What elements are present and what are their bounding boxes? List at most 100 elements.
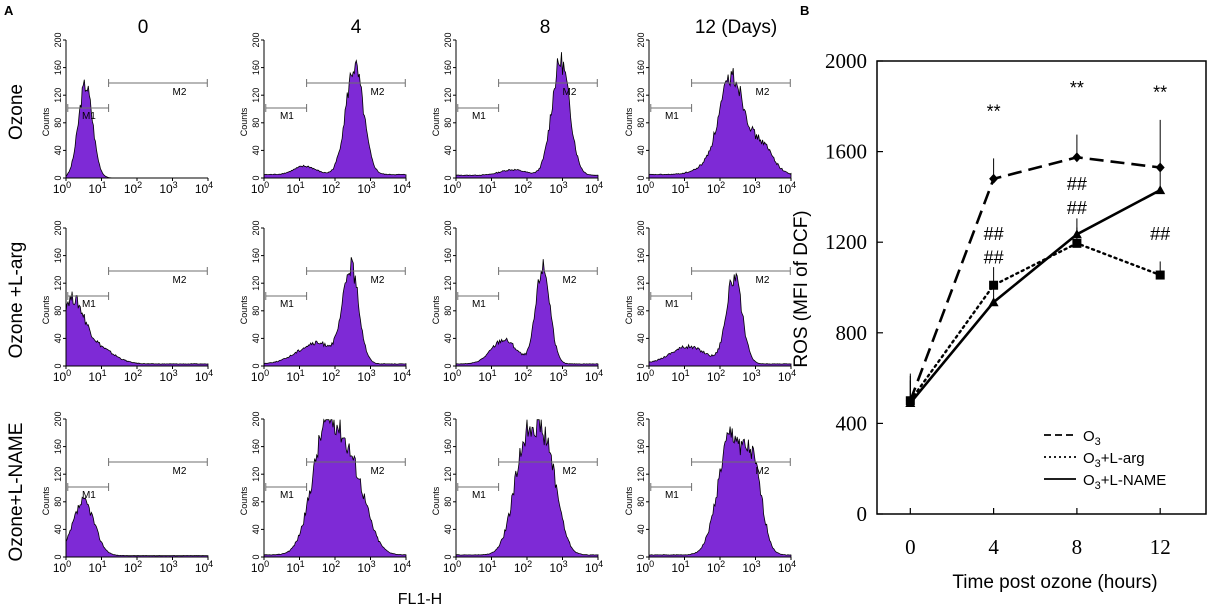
y-tick-label: 80 xyxy=(53,306,63,316)
gate-label-m2: M2 xyxy=(173,87,187,98)
y-tick-label: 40 xyxy=(443,145,453,155)
column-label-8: 8 xyxy=(540,17,551,38)
gate-markers: M1 M2 xyxy=(265,458,406,501)
y-tick-label: 0 xyxy=(251,363,261,368)
gate-label-m2: M2 xyxy=(173,466,187,477)
y-tick-label: 200 xyxy=(251,32,261,47)
histogram-area xyxy=(455,419,599,558)
gate-label-m1: M1 xyxy=(472,299,486,310)
y-tick-label: 0 xyxy=(53,175,63,180)
counts-label: Counts xyxy=(239,486,249,515)
y-tick-label: 200 xyxy=(443,220,453,235)
column-label-12-days: 12 (Days) xyxy=(695,17,777,38)
panel-a-letter: A xyxy=(4,3,14,18)
y-tick-label: 1600 xyxy=(825,140,867,164)
histogram-area xyxy=(648,68,792,179)
counts-label: Counts xyxy=(239,107,249,136)
gate-label-m2: M2 xyxy=(371,87,385,98)
counts-label: Counts xyxy=(431,486,441,515)
y-tick-label: 120 xyxy=(251,467,261,482)
y-tick-label: 80 xyxy=(251,118,261,128)
column-label-4: 4 xyxy=(351,17,362,38)
histogram-panel: 0 40 80 120 160 200 Counts 100 101 102 103 104 M1 M2 xyxy=(239,411,411,575)
x-tick-label: 100 xyxy=(636,180,654,196)
gate-label-m1: M1 xyxy=(665,111,679,122)
gate-markers: M1 M2 xyxy=(650,79,791,122)
histogram-panel: 0 40 80 120 160 200 Counts 100 101 102 103 104 M1 M2 xyxy=(239,32,411,196)
x-tick-label: 101 xyxy=(286,180,304,196)
y-tick-label: 160 xyxy=(443,60,453,75)
histogram-panel: 0 40 80 120 160 200 Counts 100 101 102 103 104 M1 M2 xyxy=(41,220,213,384)
y-tick-label: 1200 xyxy=(825,230,867,254)
y-tick-label: 160 xyxy=(443,248,453,263)
y-tick-label: 160 xyxy=(53,439,63,454)
histogram-panel: 0 40 80 120 160 200 Counts 100 101 102 103 104 M1 M2 xyxy=(624,32,796,196)
histogram-area xyxy=(65,291,209,367)
y-tick-label: 120 xyxy=(443,88,453,103)
data-point xyxy=(1071,229,1082,239)
histogram-panel: 0 40 80 120 160 200 Counts 100 101 102 103 104 M1 M2 xyxy=(624,411,796,575)
significance-annotation: ## xyxy=(984,248,1004,268)
gate-markers: M1 M2 xyxy=(457,267,598,310)
x-tick-label: 100 xyxy=(443,368,461,384)
x-tick-label: 104 xyxy=(778,368,796,384)
x-tick-label: 101 xyxy=(88,559,106,575)
y-tick-label: 0 xyxy=(636,554,646,559)
x-tick-label: 104 xyxy=(778,559,796,575)
x-tick-label: 104 xyxy=(195,180,213,196)
y-tick-label: 40 xyxy=(443,524,453,534)
gate-label-m1: M1 xyxy=(82,111,96,122)
x-axis-title: Time post ozone (hours) xyxy=(952,572,1157,593)
x-tick-label: 102 xyxy=(124,180,142,196)
histogram-panel: 0 40 80 120 160 200 Counts 100 101 102 103 104 M1 M2 xyxy=(624,220,796,384)
row-label-ozone: Ozone xyxy=(6,84,27,140)
y-tick-label: 120 xyxy=(251,88,261,103)
y-tick-label: 200 xyxy=(251,220,261,235)
row-label-ozone-l-arg: Ozone +L-arg xyxy=(6,242,27,359)
x-axis-title-fl1h: FL1-H xyxy=(398,591,442,608)
y-tick-label: 120 xyxy=(636,276,646,291)
series-line xyxy=(909,188,1161,404)
histogram-area xyxy=(65,496,209,558)
y-tick-label: 120 xyxy=(636,88,646,103)
x-tick-label: 104 xyxy=(585,559,603,575)
y-tick-label: 40 xyxy=(443,333,453,343)
counts-label: Counts xyxy=(624,486,634,515)
series-line xyxy=(909,241,1162,402)
data-point xyxy=(1155,162,1165,173)
y-tick-label: 160 xyxy=(636,439,646,454)
gate-label-m2: M2 xyxy=(756,466,770,477)
gate-label-m1: M1 xyxy=(280,490,294,501)
histogram-area xyxy=(455,259,599,367)
series-solid xyxy=(905,171,1166,408)
counts-label: Counts xyxy=(624,295,634,324)
y-tick-label: 40 xyxy=(53,333,63,343)
x-tick-label: 104 xyxy=(393,180,411,196)
y-tick-label: 80 xyxy=(636,497,646,507)
y-tick-label: 160 xyxy=(251,248,261,263)
x-tick-label: 102 xyxy=(322,180,340,196)
histogram-panel: 0 40 80 120 160 200 Counts 100 101 102 103 104 M1 M2 xyxy=(41,411,213,575)
x-tick-label: 104 xyxy=(778,180,796,196)
histogram-area xyxy=(263,59,407,179)
data-point xyxy=(989,173,999,184)
gate-label-m1: M1 xyxy=(665,490,679,501)
x-tick-label: 104 xyxy=(585,180,603,196)
gate-markers: M1 M2 xyxy=(265,267,406,310)
x-tick-label: 104 xyxy=(195,368,213,384)
histogram-area xyxy=(263,257,407,367)
y-tick-label: 800 xyxy=(836,321,868,345)
significance-annotation: ** xyxy=(987,102,1001,122)
gate-label-m2: M2 xyxy=(563,275,577,286)
significance-annotation: ** xyxy=(1070,78,1084,98)
x-tick-label: 101 xyxy=(286,368,304,384)
x-tick-label: 100 xyxy=(636,559,654,575)
gate-label-m2: M2 xyxy=(173,275,187,286)
x-tick-label: 104 xyxy=(585,368,603,384)
gate-label-m1: M1 xyxy=(280,299,294,310)
histogram-panel: 0 40 80 120 160 200 Counts 100 101 102 103 104 M1 M2 xyxy=(431,411,603,575)
y-tick-label: 200 xyxy=(251,411,261,426)
x-tick-label: 103 xyxy=(159,559,177,575)
x-tick-label: 101 xyxy=(671,180,689,196)
gate-label-m1: M1 xyxy=(82,299,96,310)
